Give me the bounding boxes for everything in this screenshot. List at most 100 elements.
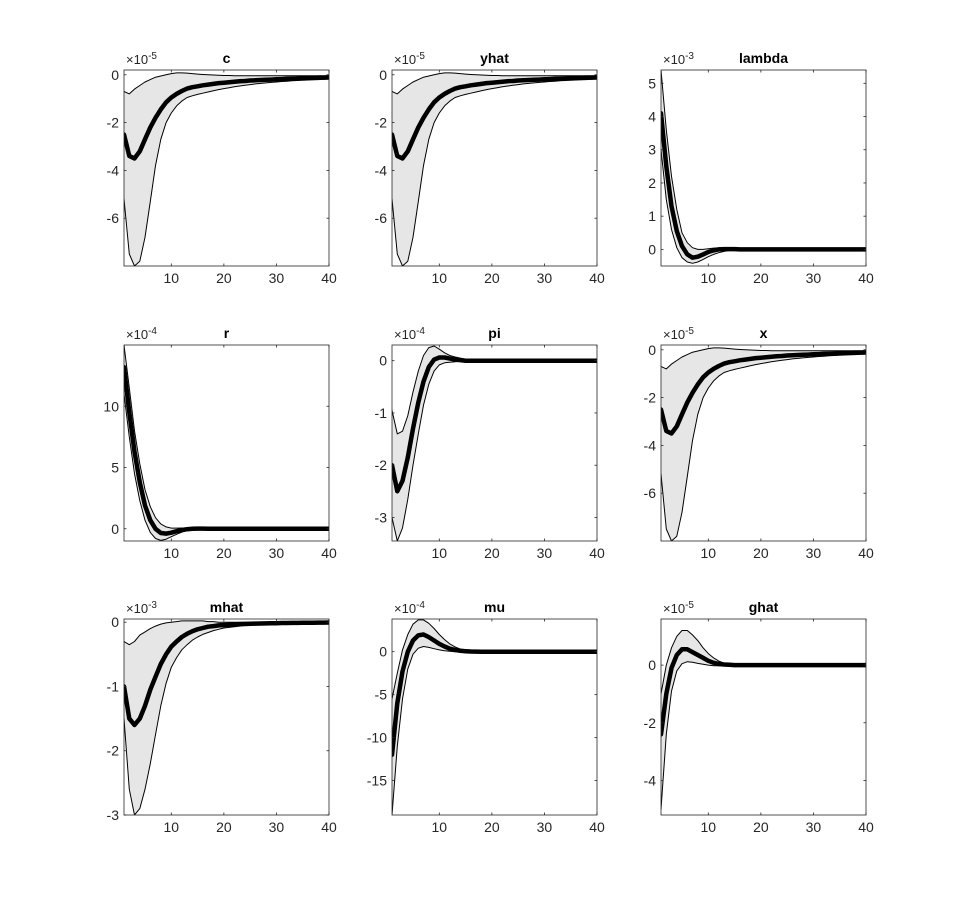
y-tick-label: 0: [111, 521, 119, 537]
panel-mhat: 10 20 30 40-3-2-10×10-3 mhat: [107, 599, 337, 835]
y-tick-label: -3: [375, 509, 388, 525]
axis-exponent-power: -4: [416, 600, 425, 611]
axes-box: [660, 344, 867, 542]
panel-x: 10 20 30 40-6-4-20×10-5 x: [644, 325, 874, 561]
x-tick-label: 30: [806, 270, 822, 286]
x-tick-label: 40: [858, 270, 874, 286]
axes-box: [391, 344, 598, 542]
x-tick-label: 40: [858, 545, 874, 561]
confidence-band: [392, 72, 597, 266]
plot-marks: [124, 345, 329, 541]
panel-ghat: 10 20 30 40-4-20×10-5 ghat: [644, 599, 874, 835]
median-line: [124, 364, 329, 536]
y-tick-label: -2: [375, 457, 388, 473]
panel-title: pi: [488, 325, 500, 341]
x-tick-label: 10: [432, 545, 448, 561]
x-tick-label: 30: [537, 819, 553, 835]
x-tick-label: 20: [484, 819, 500, 835]
plot-area: [392, 619, 597, 815]
x-tick-label: 10: [164, 545, 180, 561]
x-tick-label: 10: [432, 819, 448, 835]
y-tick-label: -2: [644, 715, 657, 731]
y-tick-label: 5: [111, 460, 119, 476]
median-line: [661, 647, 866, 737]
confidence-band: [124, 72, 329, 266]
axes-box: [391, 618, 598, 816]
x-tick-label: 40: [321, 819, 337, 835]
panel-mu: 10 20 30 40-15-10-50×10-4 mu: [367, 599, 605, 835]
panel-yhat: 10 20 30 40-6-4-20×10-5 yhat: [375, 50, 605, 286]
x-tick-label: 10: [164, 819, 180, 835]
x-tick-label: 40: [589, 545, 605, 561]
axes-box: [660, 618, 867, 816]
plot-marks: [124, 620, 329, 815]
confidence-band: [124, 620, 329, 815]
y-tick-label: -6: [644, 485, 657, 501]
x-tick-label: 10: [701, 545, 717, 561]
panel-pi: 10 20 30 40-3-2-10×10-4 pi: [375, 325, 605, 561]
y-tick-label: 5: [648, 75, 656, 91]
axes-box: [660, 69, 867, 267]
y-tick-label: -3: [107, 807, 120, 823]
panel-title: c: [223, 50, 231, 66]
y-tick-label: -10: [367, 730, 387, 746]
y-tick-label: 3: [648, 142, 656, 158]
median-line: [392, 75, 597, 161]
axis-exponent-power: -4: [416, 326, 425, 337]
median-line: [124, 75, 329, 161]
x-tick-label: 30: [806, 819, 822, 835]
panel-title: lambda: [739, 50, 788, 66]
median-line: [661, 110, 866, 260]
plot-marks: [124, 72, 329, 266]
x-tick-label: 30: [806, 545, 822, 561]
x-tick-label: 30: [537, 545, 553, 561]
axis-exponent-power: -5: [148, 51, 157, 62]
plot-marks: [392, 345, 597, 541]
x-tick-label: 20: [753, 545, 769, 561]
x-tick-label: 20: [216, 545, 232, 561]
y-tick-label: -6: [107, 210, 120, 226]
y-tick-label: -4: [107, 162, 120, 178]
y-tick-label: 0: [111, 67, 119, 83]
axis-exponent-power: -5: [685, 326, 694, 337]
median-line: [661, 350, 866, 436]
plot-area: [124, 345, 329, 541]
plot-marks: [392, 72, 597, 266]
x-tick-label: 30: [537, 270, 553, 286]
axis-exponent-power: -3: [148, 600, 157, 611]
axes-box: [123, 344, 330, 542]
y-tick-label: 0: [379, 353, 387, 369]
plot-marks: [661, 347, 866, 541]
median-line: [124, 620, 329, 728]
plot-marks: [661, 630, 866, 810]
median-line: [392, 632, 597, 758]
x-tick-label: 30: [269, 270, 285, 286]
panel-title: yhat: [480, 50, 509, 66]
x-tick-label: 20: [484, 270, 500, 286]
panel-title: r: [224, 325, 230, 341]
x-tick-label: 40: [321, 545, 337, 561]
x-tick-label: 40: [321, 270, 337, 286]
y-tick-label: 4: [648, 109, 656, 125]
upper-bound-line: [392, 72, 597, 95]
y-tick-label: -4: [644, 772, 657, 788]
y-tick-label: -2: [107, 115, 120, 131]
y-tick-label: -2: [644, 390, 657, 406]
y-tick-label: -5: [375, 687, 388, 703]
panel-title: mu: [484, 599, 505, 615]
y-tick-label: 10: [103, 398, 119, 414]
y-tick-label: 0: [379, 67, 387, 83]
panel-title: mhat: [210, 599, 244, 615]
x-tick-label: 40: [858, 819, 874, 835]
y-tick-label: 0: [648, 342, 656, 358]
x-tick-label: 20: [484, 545, 500, 561]
median-line: [392, 355, 597, 494]
y-tick-label: 0: [648, 241, 656, 257]
y-tick-label: 1: [648, 208, 656, 224]
y-tick-label: 0: [379, 644, 387, 660]
axis-exponent-power: -5: [685, 600, 694, 611]
y-tick-label: -4: [644, 437, 657, 453]
x-tick-label: 40: [589, 819, 605, 835]
